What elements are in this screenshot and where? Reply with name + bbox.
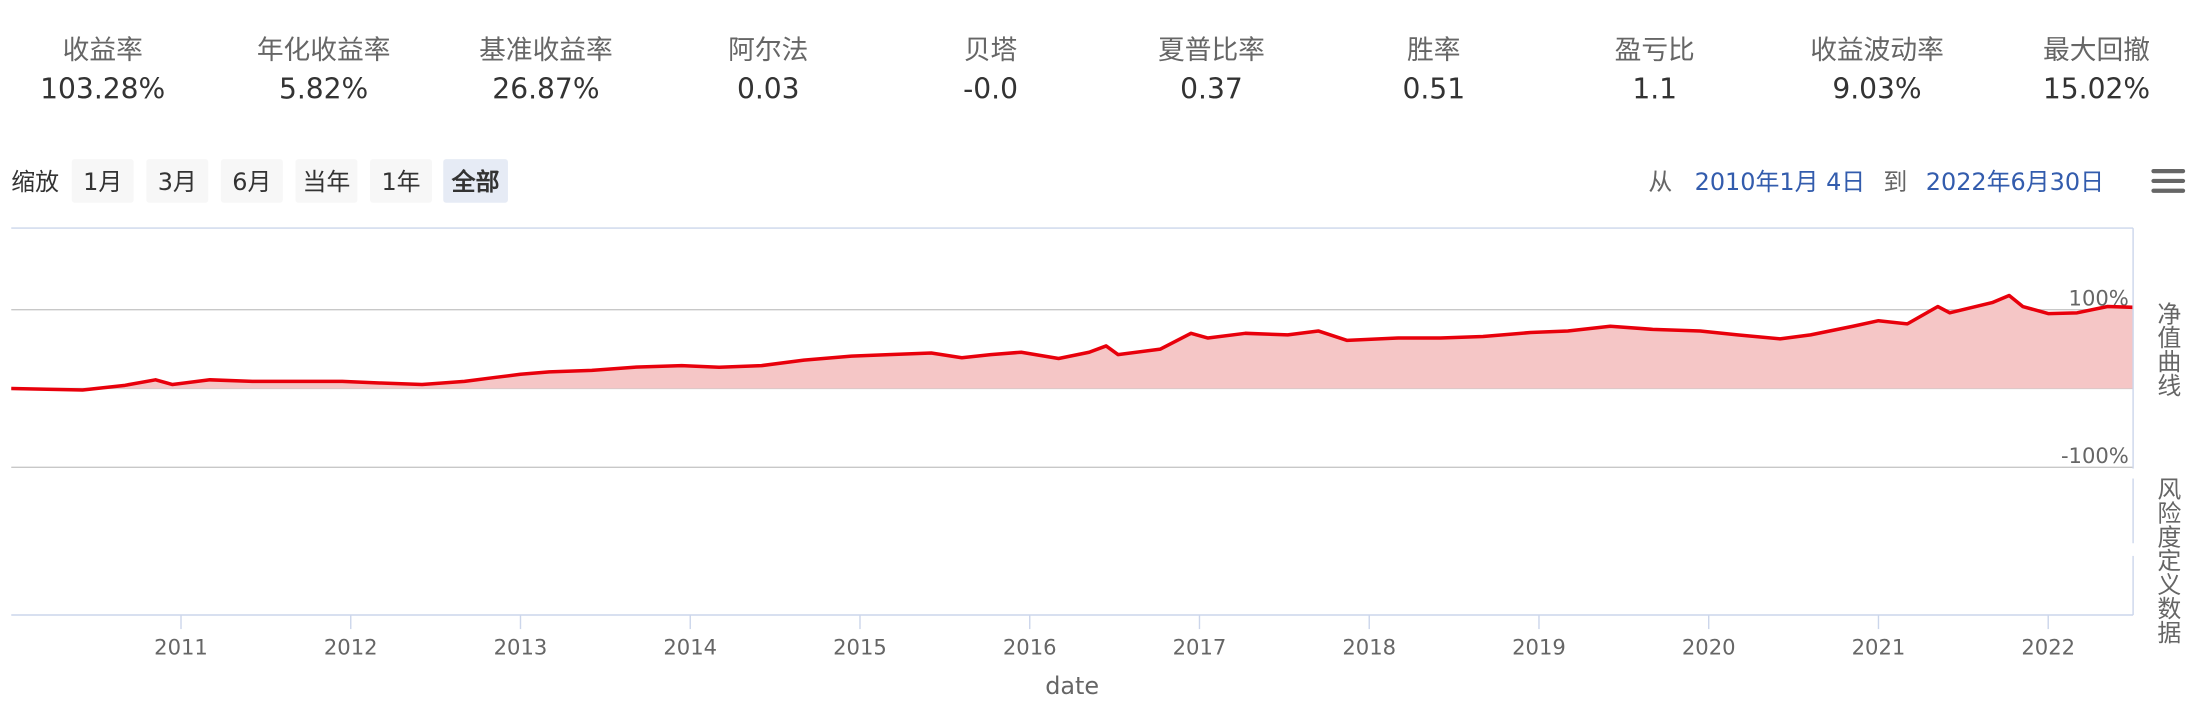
range-to-label: 到 [1883,168,1907,196]
x-tick-label: 2021 [1852,634,1906,659]
stat-value: 1.1 [1632,73,1677,106]
panel2-label: 风险度定义数据 [2153,476,2181,644]
stat-label: 贝塔 [964,35,1017,66]
y-axis-label: 净值曲线 [2153,301,2181,397]
range-from-label: 从 [1648,168,1672,196]
stat-label: 年化收益率 [257,35,391,66]
stat-value: -0.0 [963,73,1018,106]
stat-value: 0.51 [1402,73,1465,106]
menu-icon[interactable] [2151,168,2186,193]
zoom-button[interactable] [295,159,358,203]
x-tick-label: 2012 [324,634,378,659]
stat-value: 15.02% [2043,73,2150,106]
zoom-label: 缩放 [11,168,59,196]
zoom-button-label: 1年 [381,168,420,196]
zoom-button-label: 全部 [451,168,500,196]
x-tick-label: 2022 [2021,634,2075,659]
stat-value: 0.03 [737,73,800,106]
zoom-button-label: 1月 [83,168,122,196]
zoom-button-label: 6月 [232,168,271,196]
stat-label: 基准收益率 [479,35,613,66]
zoom-button[interactable] [443,159,508,203]
stat-label: 最大回撤 [2043,35,2150,66]
series-line [11,293,2134,392]
x-axis-label: date [1045,672,1099,700]
stat-value: 5.82% [279,73,368,106]
x-tick-label: 2020 [1682,634,1736,659]
zoom-button[interactable] [71,159,134,203]
stat-label: 胜率 [1407,35,1460,66]
zoom-button-label: 当年 [303,168,351,196]
zoom-button[interactable] [220,159,283,203]
menu-bar [2151,168,2186,174]
menu-bar [2151,178,2186,184]
plot-frame [11,227,2134,616]
stat-value: 0.37 [1180,73,1243,106]
stat-label: 收益率 [63,35,143,66]
stat-label: 阿尔法 [728,35,808,66]
x-tick-label: 2011 [154,634,208,659]
area-fill [11,295,2134,391]
x-tick-label: 2016 [1003,634,1057,659]
x-tick-label: 2013 [494,634,548,659]
stat-label: 盈亏比 [1615,35,1695,66]
x-tick-label: 2019 [1512,634,1566,659]
zoom-button-label: 3月 [158,168,197,196]
stat-label: 收益波动率 [1810,35,1944,66]
menu-bar [2151,188,2186,193]
x-tick-label: 2014 [663,634,717,659]
zoom-button[interactable] [370,159,432,203]
range-from[interactable]: 2010年1月 4日 [1695,168,1866,196]
stat-value: 9.03% [1832,73,1921,106]
x-tick-label: 2017 [1173,634,1227,659]
y-tick-label: -100% [2061,443,2129,468]
stat-value: 103.28% [40,73,165,106]
stat-label: 夏普比率 [1158,35,1265,66]
x-tick-label: 2015 [833,634,887,659]
x-tick-label: 2018 [1342,634,1396,659]
zoom-button[interactable] [146,159,209,203]
stat-value: 26.87% [492,73,599,106]
range-to[interactable]: 2022年6月30日 [1926,168,2104,196]
